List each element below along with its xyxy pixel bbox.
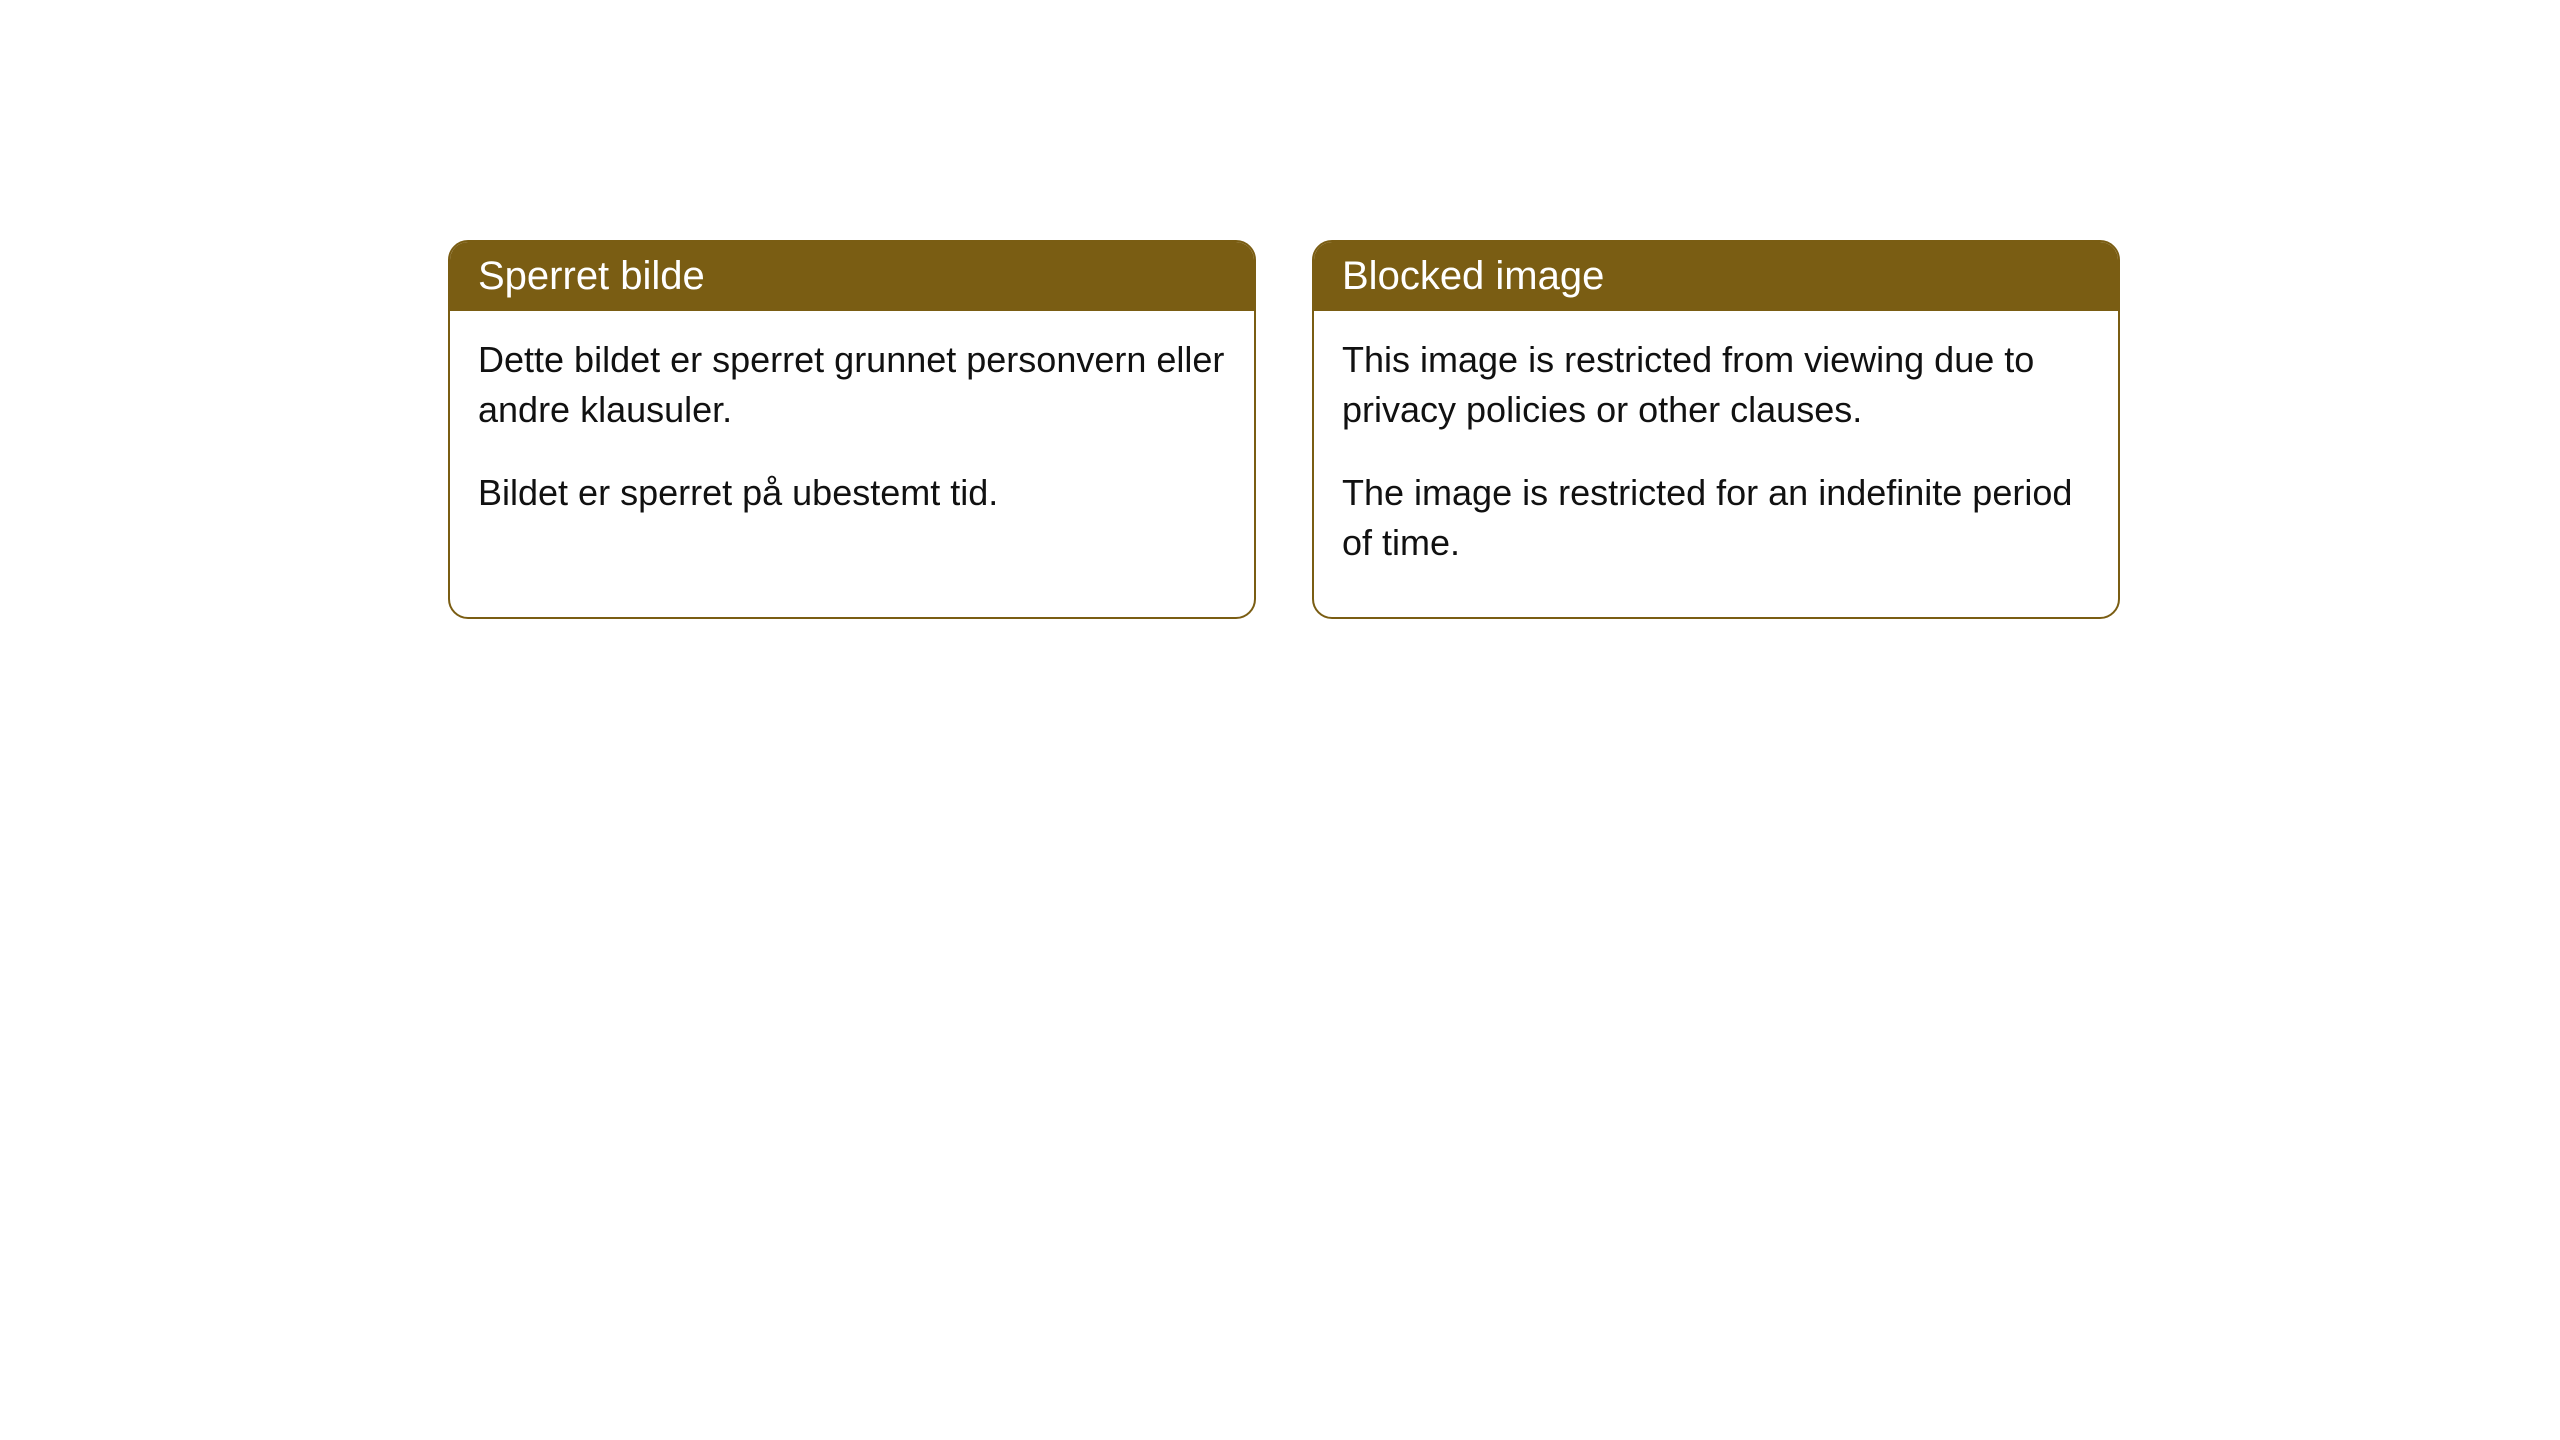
card-title-english: Blocked image [1342,254,1604,298]
notice-card-norwegian: Sperret bilde Dette bildet er sperret gr… [448,240,1256,619]
card-header-english: Blocked image [1314,242,2118,311]
card-body-norwegian: Dette bildet er sperret grunnet personve… [450,311,1254,566]
notice-card-english: Blocked image This image is restricted f… [1312,240,2120,619]
card-body-english: This image is restricted from viewing du… [1314,311,2118,617]
card-paragraph-1-english: This image is restricted from viewing du… [1342,335,2090,436]
notice-cards-container: Sperret bilde Dette bildet er sperret gr… [448,240,2120,619]
card-paragraph-1-norwegian: Dette bildet er sperret grunnet personve… [478,335,1226,436]
card-title-norwegian: Sperret bilde [478,254,705,298]
card-paragraph-2-norwegian: Bildet er sperret på ubestemt tid. [478,468,1226,518]
card-paragraph-2-english: The image is restricted for an indefinit… [1342,468,2090,569]
card-header-norwegian: Sperret bilde [450,242,1254,311]
